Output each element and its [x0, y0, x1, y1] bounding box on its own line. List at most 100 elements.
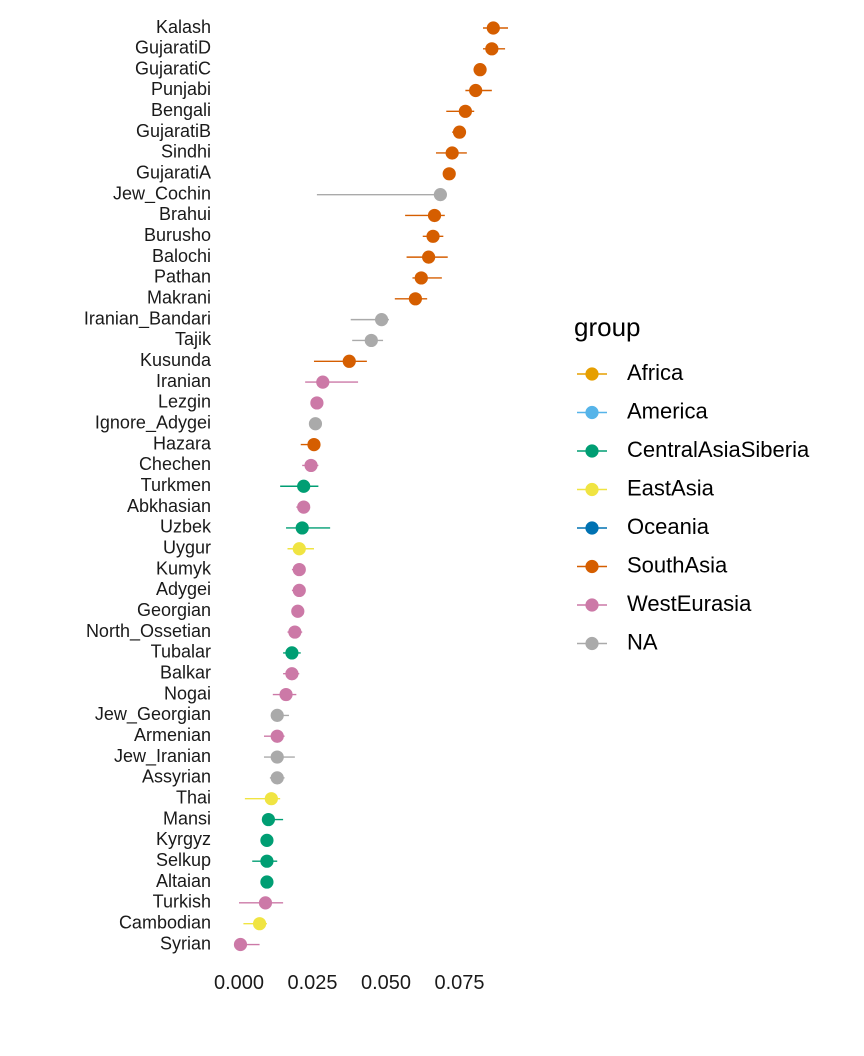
y-tick-label: Tubalar — [151, 642, 211, 662]
y-tick-label: Georgian — [137, 600, 211, 620]
data-point — [486, 21, 500, 35]
y-tick-label: Jew_Georgian — [95, 704, 211, 725]
legend: group Africa America CentralAsiaSiberia Eas… — [574, 312, 810, 654]
y-tick-label: Altaian — [156, 871, 211, 891]
y-tick-label: Balochi — [152, 246, 211, 266]
data-point — [297, 479, 311, 493]
y-tick-label: Iranian_Bandari — [84, 308, 211, 329]
legend-key-dot — [585, 482, 599, 497]
y-tick-label: Armenian — [134, 725, 211, 745]
data-point — [308, 417, 323, 431]
y-tick-label: Hazara — [153, 433, 212, 453]
y-tick-label: Thai — [176, 787, 211, 807]
data-point — [342, 354, 356, 368]
data-point — [364, 333, 378, 348]
legend-label: Oceania — [627, 514, 710, 539]
y-tick-label: Cambodian — [119, 912, 211, 932]
y-tick-label: Nogai — [164, 683, 211, 703]
legend-key-dot — [585, 559, 599, 574]
data-point — [292, 583, 306, 598]
data-point — [426, 229, 440, 243]
data-point — [270, 708, 284, 722]
data-point — [473, 63, 487, 77]
data-point — [258, 896, 273, 910]
y-tick-label: GujaratiB — [136, 121, 211, 141]
y-tick-label: Jew_Iranian — [114, 746, 211, 767]
x-tick-label: 0.050 — [361, 972, 411, 994]
legend-items: Africa America CentralAsiaSiberia EastAsia O… — [577, 360, 810, 654]
x-axis-ticks: 0.000 0.025 0.050 0.075 — [214, 972, 485, 994]
legend-key-dot — [585, 598, 599, 612]
y-tick-label: Kusunda — [140, 350, 212, 370]
data-point — [260, 833, 274, 847]
data-point — [270, 771, 284, 785]
plot-area — [233, 21, 509, 952]
y-tick-label: Uzbek — [160, 517, 212, 537]
data-point — [261, 812, 275, 827]
y-tick-label: GujaratiD — [135, 38, 211, 58]
y-tick-label: Syrian — [160, 933, 211, 953]
legend-label: EastAsia — [627, 475, 715, 500]
legend-label: Africa — [627, 360, 684, 385]
data-point — [260, 854, 274, 868]
data-point — [445, 146, 459, 160]
y-tick-label: Sindhi — [161, 142, 211, 162]
data-point — [270, 729, 284, 743]
y-tick-label: Iranian — [156, 371, 211, 391]
data-point — [279, 687, 293, 702]
data-point — [374, 313, 389, 327]
y-tick-label: Punjabi — [151, 79, 211, 99]
data-point — [427, 208, 442, 223]
y-tick-label: Burusho — [144, 225, 211, 245]
legend-label: WestEurasia — [627, 591, 752, 616]
y-tick-label: Turkish — [153, 892, 211, 912]
y-tick-label: Assyrian — [142, 767, 211, 787]
y-axis-labels: KalashGujaratiDGujaratiCPunjabiBengaliGu… — [84, 17, 212, 954]
y-tick-label: Bengali — [151, 100, 211, 120]
y-tick-label: Kyrgyz — [156, 829, 211, 849]
y-tick-label: GujaratiC — [135, 58, 211, 78]
data-point — [295, 521, 309, 535]
data-point — [408, 292, 422, 306]
legend-label: CentralAsiaSiberia — [627, 437, 810, 462]
legend-key-dot — [585, 367, 599, 381]
data-point — [264, 792, 278, 806]
data-point — [291, 604, 305, 618]
x-tick-label: 0.075 — [434, 972, 484, 994]
data-point — [270, 750, 284, 764]
y-tick-label: Abkhasian — [127, 496, 211, 516]
y-tick-label: North_Ossetian — [86, 621, 211, 642]
legend-key-dot — [585, 444, 599, 458]
data-point — [310, 396, 324, 410]
y-tick-label: Turkmen — [141, 475, 211, 495]
data-point — [433, 188, 447, 202]
y-tick-label: GujaratiA — [136, 163, 211, 183]
y-tick-label: Tajik — [175, 329, 212, 349]
data-point — [233, 937, 248, 952]
legend-key-dot — [585, 636, 599, 651]
y-tick-label: Chechen — [139, 454, 211, 474]
legend-key-dot — [585, 521, 599, 535]
data-point — [414, 271, 428, 285]
y-tick-label: Adygei — [156, 579, 211, 599]
legend-label: NA — [627, 629, 658, 654]
y-tick-label: Uygur — [163, 538, 211, 558]
data-point — [469, 83, 483, 98]
y-tick-label: Ignore_Adygei — [95, 413, 211, 434]
data-point — [316, 375, 330, 389]
y-tick-label: Lezgin — [158, 392, 211, 412]
data-point — [442, 167, 456, 181]
y-tick-label: Selkup — [156, 850, 211, 870]
data-point — [452, 125, 467, 139]
data-point — [285, 646, 299, 660]
y-tick-label: Kalash — [156, 17, 211, 37]
y-tick-label: Brahui — [159, 204, 211, 224]
y-tick-label: Mansi — [163, 808, 211, 828]
data-point — [307, 438, 321, 452]
legend-label: SouthAsia — [627, 552, 728, 577]
legend-key-dot — [585, 405, 599, 420]
y-tick-label: Jew_Cochin — [113, 183, 211, 204]
x-tick-label: 0.025 — [287, 972, 337, 994]
x-tick-label: 0.000 — [214, 972, 264, 994]
